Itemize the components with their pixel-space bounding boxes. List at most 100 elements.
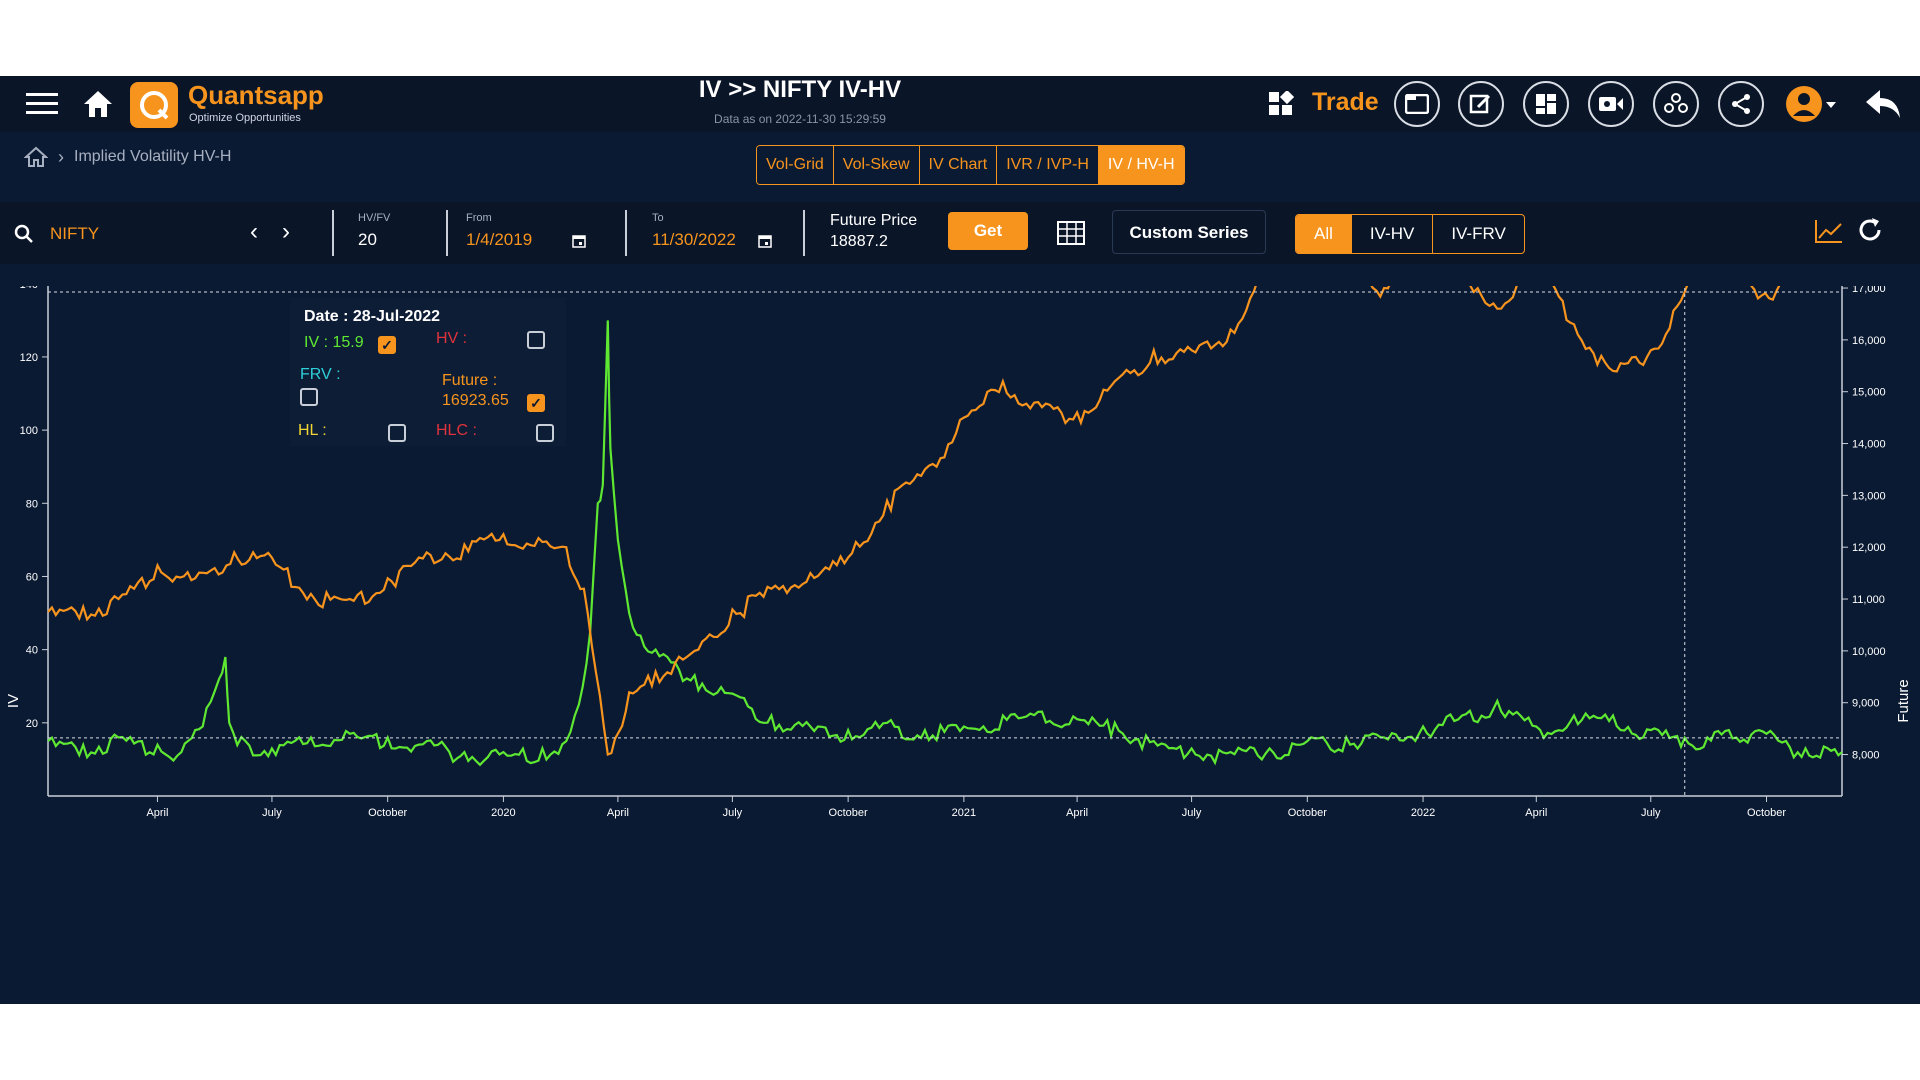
- tooltip-hlc: HLC :: [436, 422, 477, 439]
- right-axis: 8,000 9,000 10,000 11,000 12,000 13,000 14,000…: [1841, 286, 1886, 796]
- to-label: To: [652, 212, 664, 224]
- left-tick-label: 60: [26, 571, 38, 583]
- top-bar: Quantsapp Optimize Opportunities IV >> N…: [0, 76, 1920, 132]
- tab-ivr-ivp[interactable]: IVR / IVP-H: [997, 146, 1099, 184]
- x-tick-label: October: [829, 807, 868, 819]
- future-checkbox[interactable]: ✓: [527, 394, 545, 412]
- filter-all[interactable]: All: [1296, 215, 1352, 253]
- hl-checkbox[interactable]: [388, 424, 406, 442]
- folder-icon[interactable]: [1394, 81, 1440, 127]
- divider: [803, 210, 805, 256]
- x-tick-label: 2022: [1411, 807, 1435, 819]
- prev-symbol-button[interactable]: ‹: [250, 218, 258, 245]
- iv-checkbox[interactable]: ✓: [378, 336, 396, 354]
- chart-tooltip: Date : 28-Jul-2022 IV : 15.9 ✓ HV : FRV …: [290, 298, 566, 446]
- calendar-icon[interactable]: [572, 234, 586, 248]
- home-icon[interactable]: [78, 84, 118, 124]
- right-tick-label: 15,000: [1852, 387, 1886, 399]
- breadcrumb-current: Implied Volatility HV-H: [74, 148, 232, 165]
- right-tick-label: 8,000: [1852, 750, 1880, 762]
- tooltip-future-value: 16923.65: [442, 392, 509, 409]
- series-filter: All IV-HV IV-FRV: [1295, 214, 1525, 254]
- y2-axis-title: Future: [1895, 679, 1912, 722]
- chart-type-icon[interactable]: [1814, 218, 1844, 244]
- apps-icon[interactable]: [1266, 84, 1296, 124]
- edit-icon[interactable]: [1458, 81, 1504, 127]
- tooltip-iv: IV : 15.9: [304, 334, 364, 351]
- view-tabs: Vol-Grid Vol-Skew IV Chart IVR / IVP-H I…: [756, 145, 1185, 185]
- left-tick-label: 140: [20, 286, 38, 291]
- tab-iv-chart[interactable]: IV Chart: [919, 146, 998, 184]
- x-tick-label: April: [1525, 807, 1547, 819]
- right-tick-label: 9,000: [1852, 698, 1880, 710]
- table-icon[interactable]: [1057, 221, 1085, 245]
- x-tick-label: April: [146, 807, 168, 819]
- series-line-future: [47, 286, 1781, 757]
- brand-tagline: Optimize Opportunities: [189, 112, 301, 124]
- next-symbol-button[interactable]: ›: [282, 218, 290, 245]
- share-icon[interactable]: [1718, 81, 1764, 127]
- left-tick-label: 120: [20, 352, 38, 364]
- x-tick-label: April: [607, 807, 629, 819]
- controls-bar: NIFTY ‹ › HV/FV 20 From 1/4/2019 To 11/3…: [0, 202, 1920, 264]
- tooltip-future-label: Future :: [442, 372, 498, 389]
- x-tick-label: July: [262, 807, 282, 819]
- hv-input[interactable]: 20: [358, 230, 377, 249]
- user-icon[interactable]: [1786, 84, 1840, 124]
- custom-series-button[interactable]: Custom Series: [1112, 210, 1266, 254]
- back-icon[interactable]: [1862, 84, 1906, 124]
- filter-iv-frv[interactable]: IV-FRV: [1451, 224, 1506, 243]
- brand-logo-icon: [130, 82, 178, 128]
- series-layer: [47, 286, 1843, 767]
- right-tick-label: 17,000: [1852, 286, 1886, 295]
- calendar-icon[interactable]: [758, 234, 772, 248]
- right-tick-label: 16,000: [1852, 335, 1886, 347]
- tab-iv-hv[interactable]: IV / HV-H: [1098, 146, 1184, 184]
- dashboard-icon[interactable]: [1523, 81, 1569, 127]
- x-tick-label: October: [1747, 807, 1786, 819]
- iv-hv-chart[interactable]: 20406080100120140160 8,0009,00010,00011,…: [0, 286, 1920, 986]
- left-tick-label: 20: [26, 718, 38, 730]
- right-tick-label: 10,000: [1852, 646, 1886, 658]
- trade-link[interactable]: Trade: [1312, 88, 1379, 116]
- series-line-iv: [47, 320, 1843, 767]
- video-icon[interactable]: [1588, 81, 1634, 127]
- menu-icon[interactable]: [22, 84, 62, 124]
- x-tick-label: July: [1182, 807, 1202, 819]
- to-date-input[interactable]: 11/30/2022: [652, 230, 736, 249]
- y-axis-title: IV: [5, 694, 22, 708]
- left-tick-label: 80: [26, 498, 38, 510]
- refresh-icon[interactable]: [1856, 216, 1884, 244]
- app-window: Quantsapp Optimize Opportunities IV >> N…: [0, 76, 1920, 1004]
- group-icon[interactable]: [1653, 81, 1699, 127]
- brand-name: Quantsapp: [188, 80, 324, 110]
- x-axis: April July October 2020 April July October 2021…: [48, 795, 1842, 819]
- crosshair: [48, 286, 1842, 796]
- frv-checkbox[interactable]: [300, 388, 318, 406]
- x-tick-label: 2020: [491, 807, 515, 819]
- data-timestamp: Data as on 2022-11-30 15:29:59: [714, 112, 886, 126]
- x-tick-label: July: [723, 807, 743, 819]
- right-tick-label: 12,000: [1852, 542, 1886, 554]
- get-button[interactable]: Get: [948, 212, 1028, 250]
- tab-vol-skew[interactable]: Vol-Skew: [833, 146, 920, 184]
- tab-vol-grid[interactable]: Vol-Grid: [757, 146, 834, 184]
- future-price-label: Future Price: [830, 212, 918, 229]
- hv-checkbox[interactable]: [527, 331, 545, 349]
- x-tick-label: April: [1066, 807, 1088, 819]
- divider: [446, 210, 448, 256]
- tooltip-frv: FRV :: [300, 366, 341, 383]
- future-price-value: 18887.2: [830, 233, 888, 250]
- breadcrumb-home-icon[interactable]: [24, 146, 48, 168]
- hlc-checkbox[interactable]: [536, 424, 554, 442]
- x-tick-label: October: [368, 807, 407, 819]
- x-tick-label: October: [1288, 807, 1327, 819]
- left-tick-label: 40: [26, 645, 38, 657]
- hv-label: HV/FV: [358, 212, 391, 224]
- tooltip-hl: HL :: [298, 422, 327, 439]
- left-tick-label: 100: [20, 425, 38, 437]
- from-date-input[interactable]: 1/4/2019: [466, 230, 533, 249]
- symbol-input[interactable]: NIFTY: [50, 224, 100, 243]
- filter-iv-hv[interactable]: IV-HV: [1352, 215, 1434, 253]
- page-title: IV >> NIFTY IV-HV: [698, 76, 902, 103]
